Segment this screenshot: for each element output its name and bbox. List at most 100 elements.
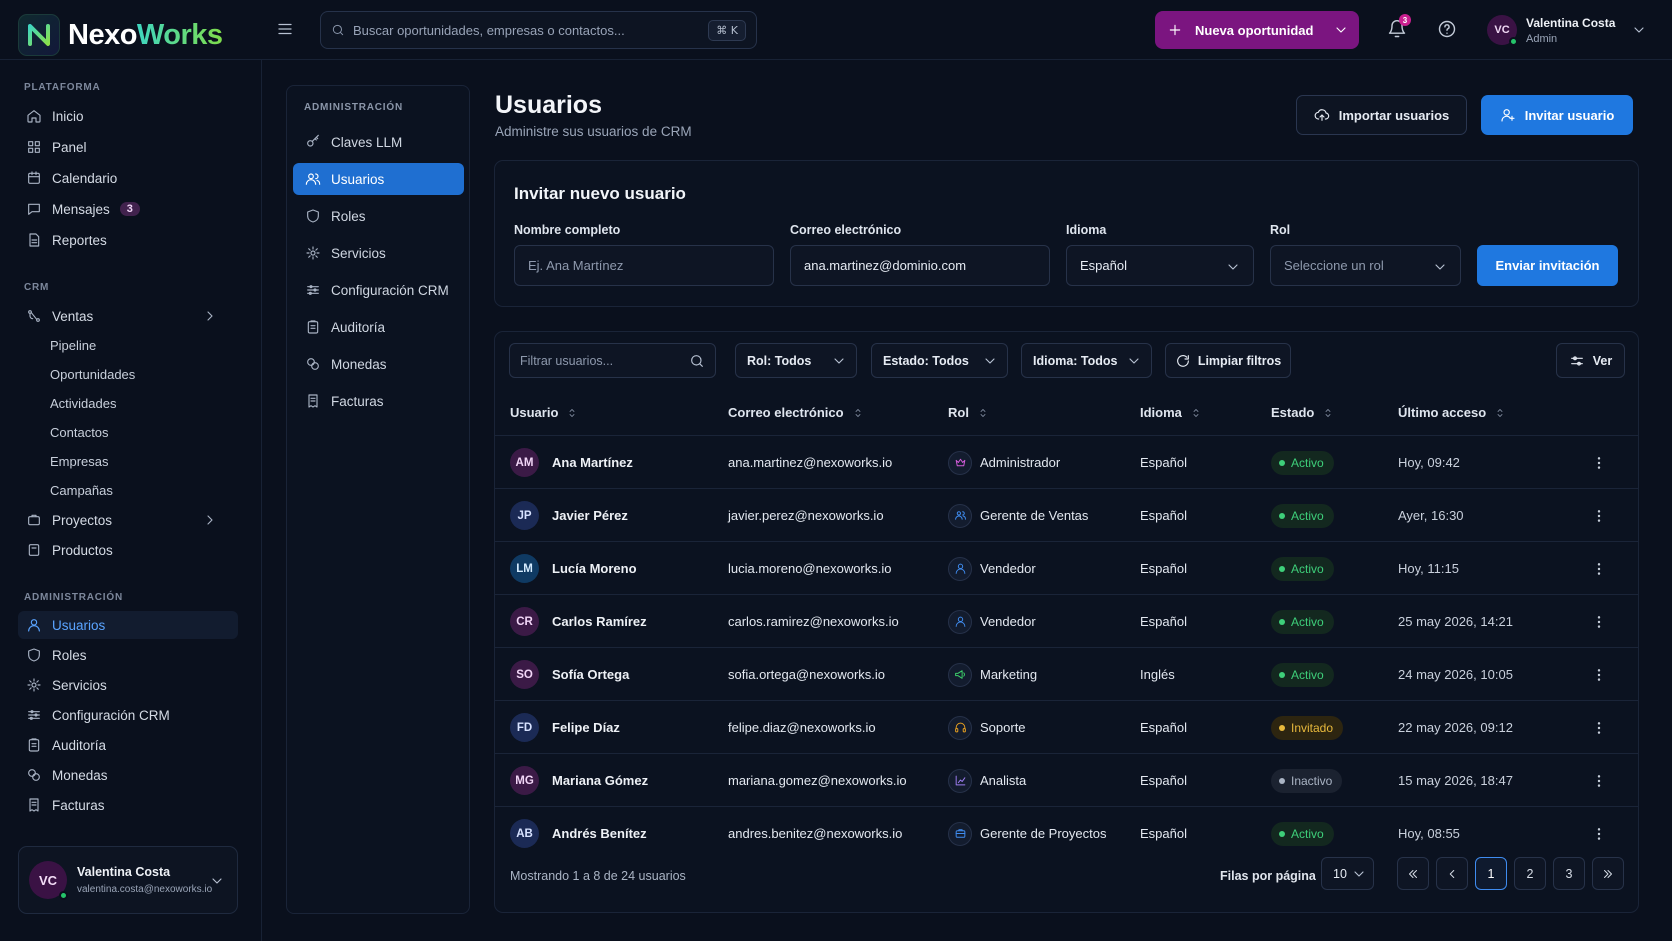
row-actions-icon[interactable] xyxy=(1591,648,1607,701)
admin-nav-configuracion-crm[interactable]: Configuración CRM xyxy=(293,274,464,306)
page-button-1[interactable]: 1 xyxy=(1475,857,1507,890)
sidebar-item-pipeline[interactable]: Pipeline xyxy=(50,337,97,353)
sidebar-item-monedas[interactable]: Monedas xyxy=(18,761,238,789)
table-row[interactable]: LM Lucía Moreno lucia.moreno@nexoworks.i… xyxy=(495,542,1638,595)
user-menu[interactable]: VC Valentina Costa Admin xyxy=(1487,15,1615,46)
sidebar-item-auditoria[interactable]: Auditoría xyxy=(18,731,238,759)
row-actions-icon[interactable] xyxy=(1591,701,1607,754)
email-field[interactable]: ana.martinez@dominio.com xyxy=(790,245,1050,286)
user-cell: AM Ana Martínez xyxy=(510,436,633,489)
global-search-input[interactable]: Buscar oportunidades, empresas o contact… xyxy=(320,11,757,49)
chevron-down-icon[interactable] xyxy=(209,873,225,889)
table-row[interactable]: JP Javier Pérez javier.perez@nexoworks.i… xyxy=(495,489,1638,542)
sidebar-item-usuarios[interactable]: Usuarios xyxy=(18,611,238,639)
sidebar-item-proyectos[interactable]: Proyectos xyxy=(18,506,238,534)
column-header-usuario[interactable]: Usuario xyxy=(510,405,578,420)
sidebar-user-card[interactable]: VC Valentina Costa valentina.costa@nexow… xyxy=(18,846,238,914)
row-actions-icon[interactable] xyxy=(1591,542,1607,595)
language-filter-select[interactable]: Idioma: Todos xyxy=(1021,343,1152,378)
table-row[interactable]: AM Ana Martínez ana.martinez@nexoworks.i… xyxy=(495,436,1638,489)
admin-nav-roles[interactable]: Roles xyxy=(293,200,464,232)
sidebar-item-facturas[interactable]: Facturas xyxy=(18,791,238,819)
chevron-down-icon[interactable] xyxy=(1631,22,1647,38)
user-name[interactable]: Lucía Moreno xyxy=(552,561,637,576)
menu-icon[interactable] xyxy=(276,20,294,38)
sidebar-item-panel[interactable]: Panel xyxy=(18,133,238,161)
role-filter-select[interactable]: Rol: Todos xyxy=(735,343,857,378)
row-actions-icon[interactable] xyxy=(1591,754,1607,807)
admin-nav-servicios[interactable]: Servicios xyxy=(293,237,464,269)
message-icon xyxy=(26,201,42,217)
admin-nav-usuarios[interactable]: Usuarios xyxy=(293,163,464,195)
first-page-button[interactable] xyxy=(1397,857,1429,890)
row-actions-icon[interactable] xyxy=(1591,595,1607,648)
row-actions-icon[interactable] xyxy=(1591,807,1607,860)
user-name[interactable]: Javier Pérez xyxy=(552,508,628,523)
page-button-3[interactable]: 3 xyxy=(1553,857,1585,890)
sidebar-item-oportunidades[interactable]: Oportunidades xyxy=(50,366,136,382)
full-name-field[interactable]: Ej. Ana Martínez xyxy=(514,245,774,286)
page-button-2[interactable]: 2 xyxy=(1514,857,1546,890)
table-row[interactable]: CR Carlos Ramírez carlos.ramirez@nexowor… xyxy=(495,595,1638,648)
brand-logo[interactable]: NexoWorks xyxy=(18,14,223,56)
language-select[interactable]: Español xyxy=(1066,245,1254,286)
sidebar-item-contactos[interactable]: Contactos xyxy=(50,424,109,440)
admin-nav-facturas[interactable]: Facturas xyxy=(293,385,464,417)
name-field-label: Nombre completo xyxy=(514,223,621,237)
online-indicator xyxy=(1509,37,1518,46)
briefcase-icon xyxy=(948,821,972,846)
new-opportunity-button[interactable]: Nueva oportunidad xyxy=(1155,11,1359,49)
view-options-button[interactable]: Ver xyxy=(1556,343,1625,378)
table-row[interactable]: MG Mariana Gómez mariana.gomez@nexoworks… xyxy=(495,754,1638,807)
column-header-rol[interactable]: Rol xyxy=(948,405,989,420)
chevron-down-icon[interactable] xyxy=(1333,22,1349,38)
table-row[interactable]: AB Andrés Benítez andres.benitez@nexowor… xyxy=(495,807,1638,860)
import-users-button[interactable]: Importar usuarios xyxy=(1296,95,1467,135)
column-header-ultimo-acceso[interactable]: Último acceso xyxy=(1398,405,1506,420)
user-name[interactable]: Ana Martínez xyxy=(552,455,633,470)
sidebar-item-campanas[interactable]: Campañas xyxy=(50,482,113,498)
sidebar-item-calendario[interactable]: Calendario xyxy=(18,164,238,192)
status-cell: Activo xyxy=(1271,542,1334,595)
row-actions-icon[interactable] xyxy=(1591,436,1607,489)
sidebar-item-mensajes[interactable]: Mensajes 3 xyxy=(18,195,238,223)
role-select[interactable]: Seleccione un rol xyxy=(1270,245,1461,286)
sidebar-item-productos[interactable]: Productos xyxy=(18,536,238,564)
sidebar-item-reportes[interactable]: Reportes xyxy=(18,226,238,254)
last-page-button[interactable] xyxy=(1592,857,1624,890)
admin-nav-auditoria[interactable]: Auditoría xyxy=(293,311,464,343)
user-name[interactable]: Felipe Díaz xyxy=(552,720,620,735)
bell-icon[interactable] xyxy=(1387,19,1407,39)
sidebar-item-ventas[interactable]: Ventas xyxy=(18,302,238,330)
sort-icon xyxy=(852,407,864,419)
sidebar-item-empresas[interactable]: Empresas xyxy=(50,453,109,469)
invite-user-button[interactable]: Invitar usuario xyxy=(1481,95,1633,135)
sidebar-item-actividades[interactable]: Actividades xyxy=(50,395,117,411)
admin-nav-claves-llm[interactable]: Claves LLM xyxy=(293,126,464,158)
send-invitation-button[interactable]: Enviar invitación xyxy=(1477,245,1618,286)
user-name[interactable]: Sofía Ortega xyxy=(552,667,630,682)
import-users-label: Importar usuarios xyxy=(1338,107,1450,123)
user-name[interactable]: Carlos Ramírez xyxy=(552,614,647,629)
user-name[interactable]: Andrés Benítez xyxy=(552,826,647,841)
filter-users-input[interactable]: Filtrar usuarios... xyxy=(509,343,716,378)
sidebar-item-configuracion-crm[interactable]: Configuración CRM xyxy=(18,701,238,729)
avatar: JP xyxy=(510,501,539,530)
rows-per-page-select[interactable]: 10 xyxy=(1321,857,1374,890)
table-row[interactable]: SO Sofía Ortega sofia.ortega@nexoworks.i… xyxy=(495,648,1638,701)
sidebar-item-inicio[interactable]: Inicio xyxy=(18,102,238,130)
column-header-correo[interactable]: Correo electrónico xyxy=(728,405,864,420)
column-header-estado[interactable]: Estado xyxy=(1271,405,1334,420)
admin-nav-monedas[interactable]: Monedas xyxy=(293,348,464,380)
help-icon[interactable] xyxy=(1437,19,1457,39)
previous-page-button[interactable] xyxy=(1436,857,1468,890)
sidebar-item-servicios[interactable]: Servicios xyxy=(18,671,238,699)
table-row[interactable]: FD Felipe Díaz felipe.diaz@nexoworks.io … xyxy=(495,701,1638,754)
clear-filters-button[interactable]: Limpiar filtros xyxy=(1165,343,1291,378)
status-filter-select[interactable]: Estado: Todos xyxy=(871,343,1008,378)
sidebar-item-roles[interactable]: Roles xyxy=(18,641,238,669)
headset-icon xyxy=(948,715,972,740)
user-name[interactable]: Mariana Gómez xyxy=(552,773,649,788)
row-actions-icon[interactable] xyxy=(1591,489,1607,542)
column-header-idioma[interactable]: Idioma xyxy=(1140,405,1202,420)
